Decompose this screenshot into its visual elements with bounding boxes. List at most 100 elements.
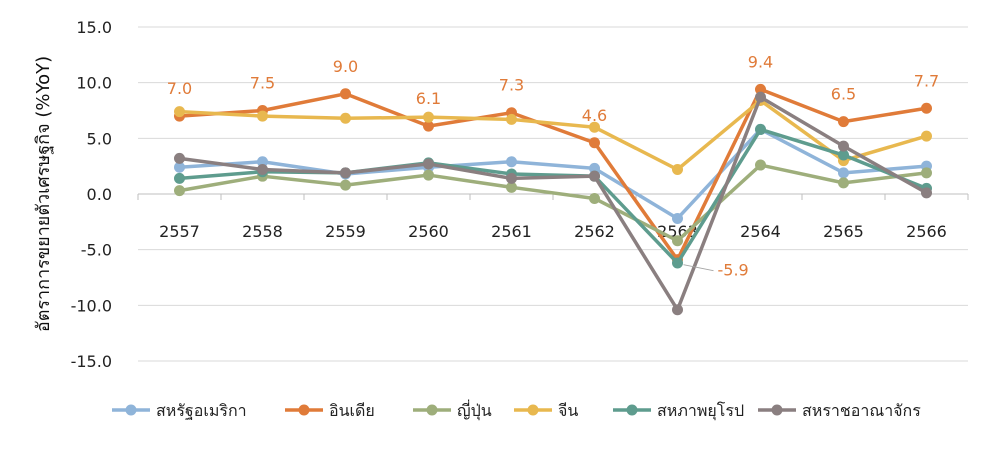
data-point [755, 91, 766, 103]
data-point [506, 172, 517, 184]
legend-item: จีน [514, 401, 578, 420]
data-point [838, 116, 849, 128]
legend-marker [527, 404, 539, 416]
data-point [506, 181, 517, 193]
legend-label: สหภาพยุโรป [657, 401, 744, 421]
legend-item: สหรัฐอเมริกา [112, 401, 247, 420]
series-line [179, 95, 928, 312]
data-point [755, 159, 766, 171]
data-point [672, 235, 683, 247]
data-label: 9.0 [333, 57, 358, 76]
data-point [838, 177, 849, 189]
data-point [257, 110, 268, 122]
data-point [672, 257, 683, 269]
data-point [174, 161, 185, 173]
data-point [672, 164, 683, 176]
data-labels: 7.0 7.5 9.0 6.1 7.3 4.6 -5.9 9.4 6.5 7.7 [167, 52, 939, 279]
y-tick-label: 0.0 [87, 185, 112, 204]
data-point [589, 170, 600, 182]
legend: สหรัฐอเมริกา อินเดีย ญี่ปุ่น จีน สหภาพยุโรป ส… [112, 399, 921, 421]
data-point [340, 179, 351, 191]
data-point [174, 152, 185, 164]
x-tick-label: 2557 [159, 222, 200, 241]
data-point [423, 169, 434, 181]
x-tick-label: 2562 [574, 222, 615, 241]
data-point [838, 167, 849, 179]
legend-item: อินเดีย [285, 401, 375, 420]
legend-label: อินเดีย [329, 401, 375, 420]
series-line [179, 163, 927, 243]
data-point [589, 137, 600, 149]
data-label: 6.5 [831, 85, 856, 104]
legend-marker [426, 404, 438, 416]
data-label: 7.0 [167, 79, 192, 98]
y-tick-label: -5.0 [81, 241, 112, 260]
y-tick-label: 15.0 [76, 18, 112, 37]
x-axis: 2557 2558 2559 2560 2561 2562 2563 2564 2565 2566 [137, 194, 969, 241]
data-point [423, 120, 434, 132]
x-tick-label: 2564 [740, 222, 781, 241]
series-lines [174, 83, 932, 316]
data-label: 7.3 [499, 76, 524, 95]
data-label: 7.5 [250, 74, 275, 93]
x-tick-label: 2558 [242, 222, 283, 241]
data-point [174, 106, 185, 118]
data-label: 9.4 [748, 52, 773, 71]
x-tick-label: 2561 [491, 222, 532, 241]
series-2 [174, 159, 932, 247]
data-point [423, 111, 434, 123]
legend-marker [771, 404, 783, 416]
legend-label: ญี่ปุ่น [457, 399, 492, 421]
series-5 [174, 91, 932, 316]
series-line [179, 127, 927, 221]
data-point [506, 156, 517, 168]
data-point [340, 167, 351, 179]
legend-marker [298, 404, 310, 416]
leader-line [683, 264, 714, 272]
data-point [838, 140, 849, 152]
data-label: 6.1 [416, 89, 441, 108]
legend-label: จีน [558, 401, 578, 420]
data-label: 7.7 [914, 71, 939, 90]
y-tick-label: 10.0 [76, 74, 112, 93]
legend-label: สหรัฐอเมริกา [156, 401, 247, 420]
data-point [755, 83, 766, 95]
data-point [589, 192, 600, 204]
x-tick-label: 2565 [823, 222, 864, 241]
data-label: 4.6 [582, 106, 607, 125]
data-point [589, 162, 600, 174]
legend-item: สหภาพยุโรป [613, 401, 744, 421]
grid-lines [138, 26, 968, 362]
data-point [755, 123, 766, 135]
data-point [340, 112, 351, 124]
data-point [174, 172, 185, 184]
data-label: -5.9 [718, 261, 749, 280]
legend-item: สหราชอาณาจักร [758, 401, 921, 420]
data-point [506, 113, 517, 125]
y-tick-label: -10.0 [71, 296, 112, 315]
data-point [423, 158, 434, 170]
data-point [589, 121, 600, 133]
x-tick-label: 2560 [408, 222, 449, 241]
data-point [257, 156, 268, 168]
data-point [921, 130, 932, 142]
x-tick-label: 2559 [325, 222, 366, 241]
y-tick-label: -15.0 [71, 352, 112, 371]
y-axis: 15.0 10.0 5.0 0.0 -5.0 -10.0 -15.0 [71, 18, 112, 371]
legend-label: สหราชอาณาจักร [802, 401, 921, 420]
legend-marker [626, 404, 638, 416]
y-tick-label: 5.0 [87, 129, 112, 148]
data-point [921, 167, 932, 179]
y-axis-label: อัตราการขยายตัวเศรษฐกิจ (%YoY) [33, 56, 54, 332]
data-point [340, 88, 351, 100]
x-tick-label: 2566 [906, 222, 947, 241]
data-point [921, 187, 932, 199]
data-point [921, 102, 932, 114]
legend-marker [125, 404, 137, 416]
data-point [672, 212, 683, 224]
legend-item: ญี่ปุ่น [413, 399, 492, 421]
data-point [838, 149, 849, 161]
data-point [672, 304, 683, 316]
series-line [179, 98, 927, 172]
